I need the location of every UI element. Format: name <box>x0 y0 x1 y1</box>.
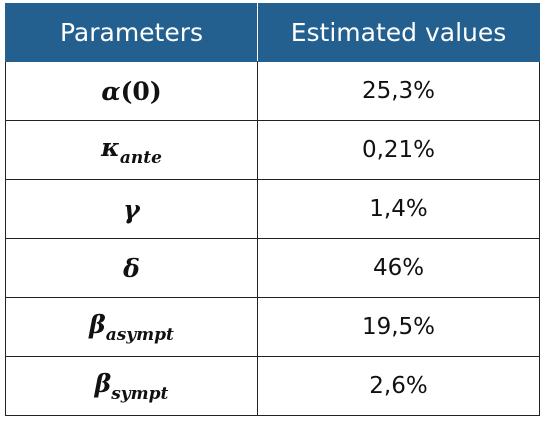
parameter-subscript: ante <box>119 147 162 168</box>
header-row: Parameters Estimated values <box>5 3 540 62</box>
table-row: βasympt 19,5% <box>5 297 540 357</box>
value-cell: 1,4% <box>257 179 540 239</box>
parameter-symbol: β <box>89 309 106 339</box>
table-row: δ 46% <box>5 238 540 298</box>
parameter-argument: (0) <box>120 76 162 106</box>
header-cell: Estimated values <box>257 3 540 62</box>
value-cell: 19,5% <box>257 297 540 357</box>
table-container: Parameters Estimated values α(0) 25,3% κan… <box>5 3 540 416</box>
value-cell: 0,21% <box>257 120 540 180</box>
parameter-symbol: κ <box>101 132 120 162</box>
parameter-symbol: δ <box>123 253 140 283</box>
table-row: βsympt 2,6% <box>5 356 540 416</box>
value-cell: 46% <box>257 238 540 298</box>
parameter-cell: βsympt <box>5 356 258 416</box>
parameter-cell: α(0) <box>5 61 258 121</box>
parameter-subscript: sympt <box>111 383 169 404</box>
value-cell: 2,6% <box>257 356 540 416</box>
parameter-symbol: β <box>94 368 112 398</box>
table-row: κante 0,21% <box>5 120 540 180</box>
parameter-table: Parameters Estimated values α(0) 25,3% κan… <box>5 3 540 416</box>
table-row: γ 1,4% <box>5 179 540 239</box>
parameter-cell: γ <box>5 179 258 239</box>
parameter-symbol: γ <box>123 194 140 224</box>
parameter-cell: δ <box>5 238 258 298</box>
parameter-subscript: asympt <box>105 324 174 345</box>
parameter-cell: κante <box>5 120 258 180</box>
parameter-cell: βasympt <box>5 297 258 357</box>
table-header: Parameters Estimated values <box>5 3 540 62</box>
table-body: α(0) 25,3% κante 0,21% γ 1,4% δ 46% βasympt 19,5%… <box>5 61 540 416</box>
header-cell: Parameters <box>5 3 258 62</box>
value-cell: 25,3% <box>257 61 540 121</box>
table-row: α(0) 25,3% <box>5 61 540 121</box>
parameter-symbol: α <box>101 76 121 106</box>
